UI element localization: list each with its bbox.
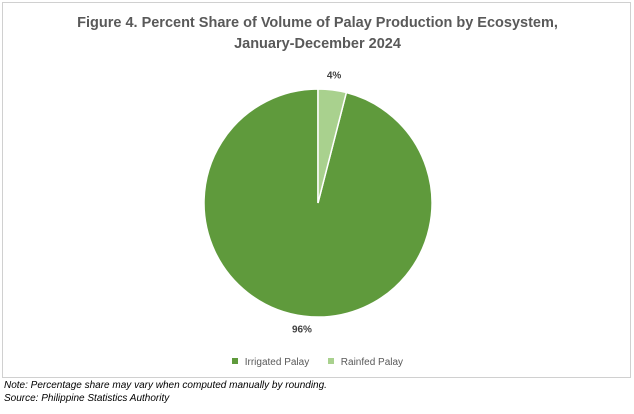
legend: Irrigated Palay Rainfed Palay (3, 357, 632, 368)
legend-swatch-irrigated (231, 358, 238, 365)
data-label-rainfed-palay: 4% (327, 71, 342, 82)
data-label-irrigated-palay: 96% (292, 324, 312, 335)
chart-title-line1: Figure 4. Percent Share of Volume of Pal… (77, 15, 558, 31)
legend-label-rainfed: Rainfed Palay (340, 357, 404, 368)
legend-swatch-rainfed (328, 358, 334, 365)
pie-slice-rainfed-palay (317, 88, 348, 204)
chart-title: Figure 4. Percent Share of Volume of Pal… (3, 13, 632, 55)
footnotes: Note: Percentage share may vary when com… (4, 380, 327, 405)
chart-title-line2: January-December 2024 (234, 36, 401, 52)
pie-labels: 96% 4% (292, 71, 341, 336)
source-text: Source: Philippine Statistics Authority (4, 392, 170, 404)
legend-label-irrigated: Irrigated Palay (244, 357, 310, 368)
legend-item-rainfed: Rainfed Palay (328, 357, 403, 368)
pie-chart: 96% 4% (203, 71, 433, 336)
legend-item-irrigated: Irrigated Palay (231, 357, 310, 368)
chart-frame: Figure 4. Percent Share of Volume of Pal… (2, 2, 631, 378)
pie-slices (203, 88, 433, 318)
note-text: Note: Percentage share may vary when com… (4, 380, 327, 391)
